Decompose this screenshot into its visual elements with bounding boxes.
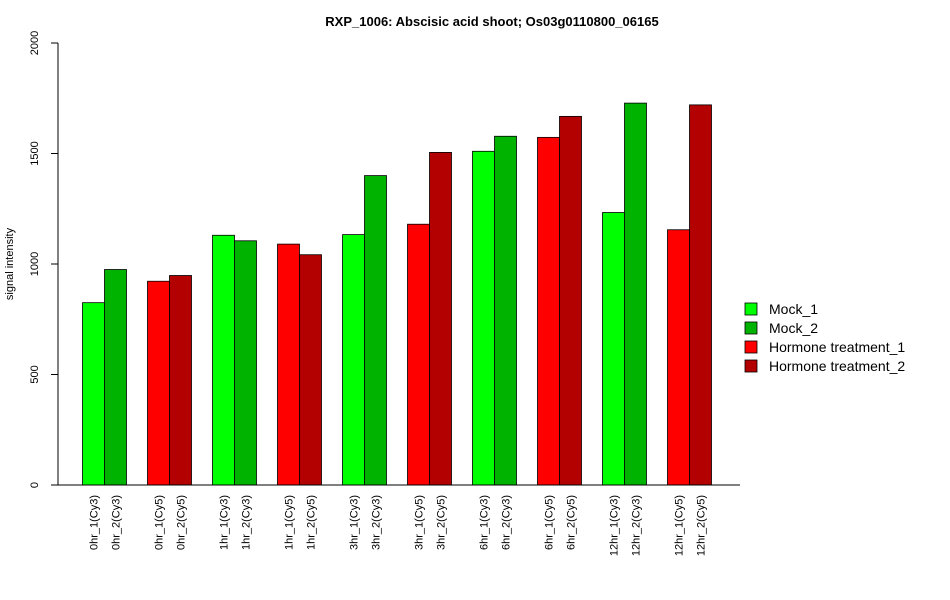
x-tick-labels: 0hr_1(Cy3) 0hr_2(Cy3) 0hr_1(Cy5) 0hr_2(Cy5)… bbox=[89, 495, 708, 556]
bar bbox=[82, 302, 105, 486]
x-tick-label: 6hr_1(Cy3) bbox=[479, 495, 491, 550]
y-tick-label: 0 bbox=[29, 482, 41, 488]
x-tick-label: 0hr_1(Cy3) bbox=[89, 495, 101, 550]
legend-swatch bbox=[744, 359, 758, 373]
bars-group bbox=[82, 102, 712, 486]
bar bbox=[559, 115, 582, 486]
y-axis-label: signal intensity bbox=[4, 227, 16, 300]
bar bbox=[494, 135, 517, 486]
y-tick-label: 1000 bbox=[29, 252, 41, 276]
y-axis: 0 500 1000 1500 2000 bbox=[29, 31, 59, 488]
y-tick-label: 1500 bbox=[29, 141, 41, 165]
x-tick-label: 3hr_1(Cy5) bbox=[414, 495, 426, 550]
x-tick-label: 3hr_2(Cy5) bbox=[436, 495, 448, 550]
bar bbox=[277, 243, 300, 486]
x-tick-label: 6hr_1(Cy5) bbox=[544, 495, 556, 550]
x-tick-label: 3hr_2(Cy3) bbox=[371, 495, 383, 550]
legend-label: Hormone treatment_2 bbox=[769, 358, 905, 374]
x-tick-label: 12hr_1(Cy3) bbox=[609, 495, 621, 556]
bar bbox=[624, 102, 647, 486]
x-tick-label: 0hr_2(Cy5) bbox=[176, 495, 188, 550]
x-tick-label: 1hr_1(Cy3) bbox=[219, 495, 231, 550]
bar bbox=[169, 275, 192, 486]
bar bbox=[299, 254, 322, 486]
x-tick-label: 1hr_1(Cy5) bbox=[284, 495, 296, 550]
legend-label: Mock_2 bbox=[769, 320, 818, 336]
x-tick-label: 0hr_1(Cy5) bbox=[154, 495, 166, 550]
y-tick-label: 2000 bbox=[29, 31, 41, 55]
x-tick-label: 12hr_2(Cy3) bbox=[631, 495, 643, 556]
legend: Mock_1 Mock_2 Hormone treatment_1 Hormone t… bbox=[744, 301, 905, 374]
bar bbox=[342, 234, 365, 486]
bar bbox=[147, 280, 170, 486]
bar bbox=[537, 136, 560, 486]
x-tick-label: 6hr_2(Cy5) bbox=[566, 495, 578, 550]
y-tick-label: 500 bbox=[29, 365, 41, 383]
bar bbox=[104, 269, 127, 486]
x-tick-label: 0hr_2(Cy3) bbox=[111, 495, 123, 550]
x-tick-label: 1hr_2(Cy3) bbox=[241, 495, 253, 550]
bar bbox=[407, 223, 430, 486]
x-tick-label: 6hr_2(Cy3) bbox=[501, 495, 513, 550]
bar bbox=[472, 150, 495, 486]
legend-label: Mock_1 bbox=[769, 301, 818, 317]
bar bbox=[602, 212, 625, 486]
bar bbox=[667, 229, 690, 486]
bar bbox=[364, 175, 387, 486]
legend-swatch bbox=[744, 321, 758, 335]
x-tick-label: 1hr_2(Cy5) bbox=[306, 495, 318, 550]
bar bbox=[212, 234, 235, 486]
legend-label: Hormone treatment_1 bbox=[769, 339, 905, 355]
legend-swatch bbox=[744, 340, 758, 354]
legend-swatch bbox=[744, 302, 758, 316]
x-tick-label: 12hr_1(Cy5) bbox=[674, 495, 686, 556]
bar bbox=[234, 240, 257, 486]
bar bbox=[429, 151, 452, 486]
chart-title: RXP_1006: Abscisic acid shoot; Os03g0110… bbox=[325, 14, 658, 29]
bar bbox=[689, 104, 712, 486]
x-tick-label: 3hr_1(Cy3) bbox=[349, 495, 361, 550]
x-tick-label: 12hr_2(Cy5) bbox=[696, 495, 708, 556]
